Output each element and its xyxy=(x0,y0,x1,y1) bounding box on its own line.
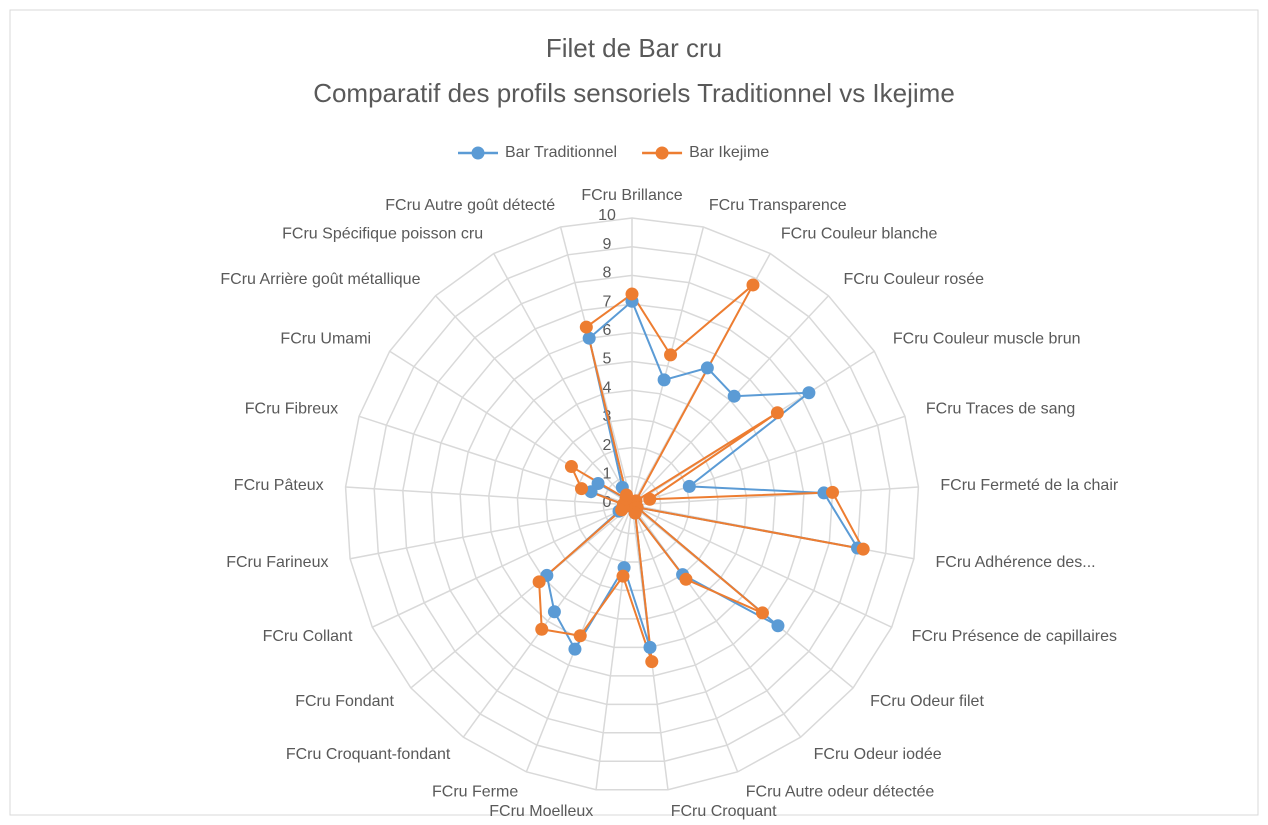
category-label: FCru Ferme xyxy=(432,784,518,801)
spoke xyxy=(631,415,906,506)
grid-ring xyxy=(344,217,920,791)
series-marker xyxy=(770,406,784,420)
r-tick-label: 2 xyxy=(603,437,612,454)
spoke xyxy=(631,504,802,738)
category-label: FCru Traces de sang xyxy=(926,401,1075,418)
r-tick-label: 8 xyxy=(603,265,612,282)
series-marker xyxy=(582,331,596,345)
category-label: FCru Transparence xyxy=(709,197,847,214)
spoke xyxy=(462,504,633,738)
spoke xyxy=(345,486,633,506)
r-tick-label: 9 xyxy=(603,236,612,253)
category-label: FCru Autre goût détecté xyxy=(385,197,555,214)
grid-ring xyxy=(459,332,805,677)
spoke xyxy=(631,486,919,506)
chart-title: Filet de Bar cru xyxy=(546,33,722,63)
category-label: FCru Collant xyxy=(263,628,353,645)
series-marker xyxy=(755,606,769,620)
series-marker xyxy=(616,569,630,583)
grid-ring xyxy=(373,245,891,763)
series-marker xyxy=(619,488,633,502)
category-label: FCru Moelleux xyxy=(489,803,593,820)
series-marker xyxy=(679,572,693,586)
spoke xyxy=(410,504,633,689)
series-marker xyxy=(625,287,639,301)
series-marker xyxy=(568,642,582,656)
category-label: FCru Brillance xyxy=(581,187,682,204)
series-marker xyxy=(591,476,605,490)
category-label: FCru Fondant xyxy=(295,693,394,710)
series-marker xyxy=(564,460,578,474)
series-marker xyxy=(532,575,546,589)
chart-subtitle: Comparatif des profils sensoriels Tradit… xyxy=(313,78,955,108)
series-marker xyxy=(547,605,561,619)
r-tick-label: 7 xyxy=(603,293,612,310)
series-marker xyxy=(657,373,671,387)
category-label: FCru Présence de capillaires xyxy=(912,628,1117,645)
category-label: FCru Umami xyxy=(280,331,371,348)
category-label: FCru Odeur filet xyxy=(870,693,984,710)
grid-ring xyxy=(516,389,748,620)
series-marker xyxy=(573,629,587,643)
series-marker xyxy=(746,278,760,292)
series-marker xyxy=(700,361,714,375)
series-marker xyxy=(643,640,657,654)
series-marker xyxy=(645,655,659,669)
category-label: FCru Fermeté de la chair xyxy=(940,477,1119,494)
series-marker xyxy=(802,386,816,400)
series-marker xyxy=(771,619,785,633)
spoke xyxy=(631,226,705,506)
legend-label: Bar Traditionnel xyxy=(505,144,617,161)
legend-marker xyxy=(471,146,485,160)
spoke xyxy=(371,504,633,628)
category-label: FCru Autre odeur détectée xyxy=(746,784,935,801)
r-tick-label: 6 xyxy=(603,322,612,339)
category-label: FCru Couleur muscle brun xyxy=(893,331,1081,348)
spoke xyxy=(631,504,893,628)
category-label: FCru Couleur blanche xyxy=(781,225,938,242)
category-label: FCru Odeur iodée xyxy=(814,746,942,763)
grid-ring xyxy=(573,446,691,563)
r-tick-label: 5 xyxy=(603,351,612,368)
spoke xyxy=(595,504,633,790)
series-marker xyxy=(856,542,870,556)
spoke xyxy=(493,253,633,506)
series-marker xyxy=(579,320,593,334)
category-label: FCru Fibreux xyxy=(245,401,338,418)
category-label: FCru Spécifique poisson cru xyxy=(282,225,483,242)
grid-ring xyxy=(402,274,862,734)
category-label: FCru Adhérence des... xyxy=(936,554,1096,571)
category-label: FCru Couleur rosée xyxy=(844,271,985,288)
legend-label: Bar Ikejime xyxy=(689,144,769,161)
r-tick-label: 0 xyxy=(603,494,612,511)
legend-marker xyxy=(655,146,669,160)
category-label: FCru Arrière goût métallique xyxy=(220,271,420,288)
r-tick-label: 1 xyxy=(603,466,612,483)
category-label: FCru Croquant-fondant xyxy=(286,746,451,763)
spoke xyxy=(631,504,739,773)
grid-ring xyxy=(430,303,834,706)
category-label: FCru Pâteux xyxy=(234,477,324,494)
series-marker xyxy=(664,348,678,362)
spoke xyxy=(434,295,633,506)
grid-ring xyxy=(602,475,662,535)
r-tick-label: 4 xyxy=(603,379,612,396)
chart-border xyxy=(9,9,1259,816)
series-marker xyxy=(628,506,642,520)
series-marker xyxy=(826,485,840,499)
category-label: FCru Farineux xyxy=(226,554,328,571)
series-marker xyxy=(682,479,696,493)
series-marker xyxy=(727,389,741,403)
r-tick-label: 10 xyxy=(598,207,616,224)
series-marker xyxy=(575,482,589,496)
series-marker xyxy=(643,492,657,506)
spoke xyxy=(349,504,633,560)
category-label: FCru Croquant xyxy=(671,803,777,820)
series-marker xyxy=(535,622,549,636)
